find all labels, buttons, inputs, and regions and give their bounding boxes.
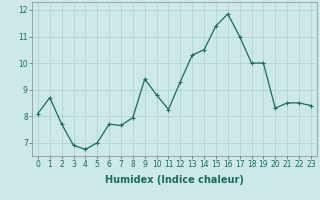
X-axis label: Humidex (Indice chaleur): Humidex (Indice chaleur) [105, 175, 244, 185]
